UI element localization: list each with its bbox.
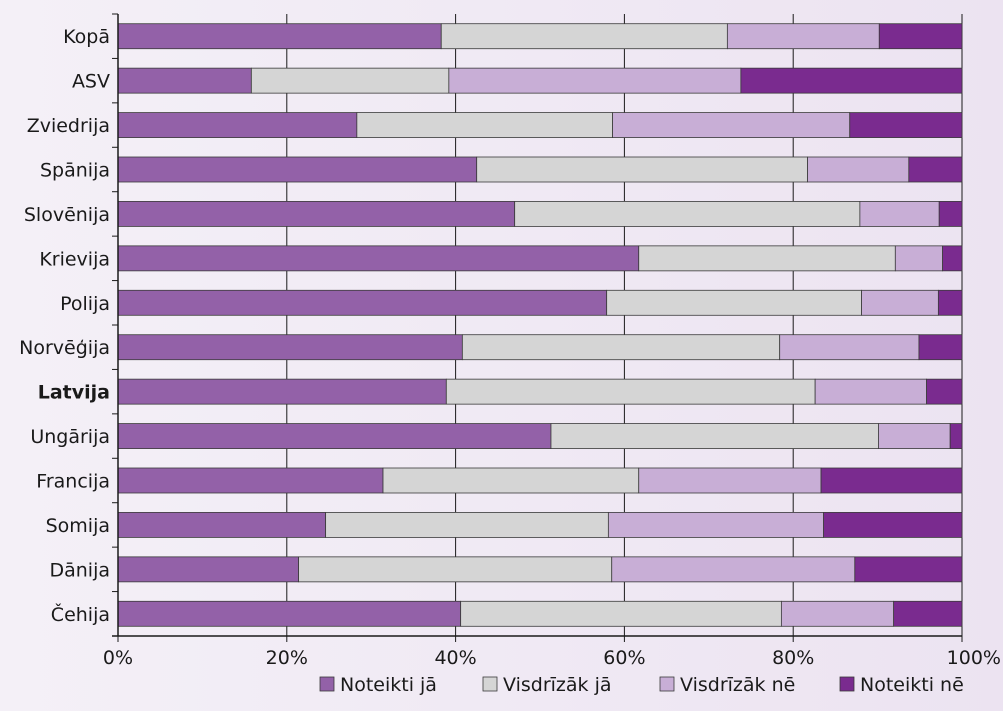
- bar-segment: [460, 600, 782, 627]
- legend-swatch: [482, 676, 498, 692]
- bar-segment: [926, 378, 963, 405]
- x-tick-label: 20%: [266, 647, 308, 669]
- bar-segment: [638, 467, 822, 494]
- legend-swatch: [839, 676, 855, 692]
- category-label: Slovēnija: [24, 204, 110, 226]
- category-label: Spānija: [40, 160, 110, 182]
- bar-segment: [117, 156, 478, 183]
- category-label: Kopā: [63, 26, 110, 48]
- bar-segment: [938, 201, 963, 227]
- bar-segment: [854, 556, 963, 583]
- bar-segment: [382, 467, 640, 494]
- bar-segment: [878, 23, 963, 50]
- bar-segment: [859, 201, 940, 227]
- x-tick-label: 0%: [103, 647, 133, 669]
- bar-segment: [117, 23, 442, 50]
- bar-segment: [612, 112, 851, 138]
- bar-segment: [942, 245, 963, 272]
- bar-segment: [117, 201, 516, 227]
- bar-segment: [606, 289, 862, 316]
- x-tick-labels: 0% 20% 40% 60% 80% 100%: [103, 647, 1001, 669]
- bar-segment: [611, 556, 856, 583]
- bar-segment: [117, 334, 463, 361]
- bar-segment: [878, 423, 951, 449]
- bar-segment: [250, 67, 450, 94]
- legend-swatch: [319, 676, 335, 692]
- category-labels: Kopā ASV Zviedrija Spānija Slovēnija Krievija…: [19, 26, 110, 626]
- bar-segment: [440, 23, 728, 50]
- bar-segment: [117, 600, 462, 627]
- x-tick-label: 100%: [947, 647, 1001, 669]
- bar-segment: [949, 423, 963, 449]
- bar-segment: [849, 112, 963, 138]
- axes: [112, 13, 963, 642]
- legend-swatch: [659, 676, 675, 692]
- bars: [117, 23, 963, 627]
- bar-segment: [117, 289, 608, 316]
- bar-segment: [117, 423, 552, 449]
- category-label: Zviedrija: [27, 115, 110, 137]
- bar-segment: [780, 600, 895, 627]
- bar-segment: [325, 512, 609, 538]
- bar-segment: [117, 245, 640, 272]
- bar-segment: [894, 245, 943, 272]
- bar-segment: [514, 201, 861, 227]
- bar-segment: [356, 112, 613, 138]
- bar-segment: [448, 67, 742, 94]
- category-label: Polija: [60, 293, 110, 315]
- bar-segment: [638, 245, 896, 272]
- x-tick-label: 80%: [772, 647, 814, 669]
- legend-label: Visdrīzāk jā: [503, 674, 612, 696]
- bar-segment: [461, 334, 781, 361]
- legend-label: Visdrīzāk nē: [680, 674, 795, 696]
- category-label: Dānija: [49, 559, 110, 581]
- bar-segment: [937, 289, 963, 316]
- category-label: Francija: [36, 471, 110, 493]
- bar-segment: [861, 289, 939, 316]
- category-label: Somija: [46, 515, 110, 537]
- grid-lines: [117, 14, 963, 636]
- legend-label: Noteikti nē: [860, 674, 964, 696]
- category-label: Latvija: [38, 382, 110, 404]
- category-label: Ungārija: [30, 426, 110, 448]
- bar-segment: [807, 156, 910, 183]
- legend: Noteikti jā Visdrīzāk jā Visdrīzāk nē Notei…: [319, 674, 964, 696]
- bar-segment: [298, 556, 613, 583]
- x-tick-label: 40%: [434, 647, 476, 669]
- category-label: Norvēģija: [19, 337, 110, 359]
- bar-segment: [823, 512, 963, 538]
- category-label: Krievija: [39, 248, 110, 270]
- bar-segment: [740, 67, 963, 94]
- bar-segment: [117, 556, 300, 583]
- bar-segment: [445, 378, 816, 405]
- category-label: Čehija: [51, 602, 110, 626]
- bar-segment: [117, 378, 447, 405]
- bar-segment: [117, 67, 252, 94]
- bar-segment: [726, 23, 880, 50]
- bar-segment: [779, 334, 920, 361]
- bar-segment: [908, 156, 963, 183]
- bar-segment: [607, 512, 824, 538]
- bar-segment: [820, 467, 963, 494]
- bar-segment: [476, 156, 808, 183]
- bar-segment: [550, 423, 879, 449]
- category-label: ASV: [72, 71, 110, 93]
- x-tick-label: 60%: [603, 647, 645, 669]
- bar-segment: [893, 600, 963, 627]
- bar-segment: [117, 112, 358, 138]
- bar-segment: [918, 334, 963, 361]
- legend-label: Noteikti jā: [340, 674, 437, 696]
- bar-segment: [117, 512, 327, 538]
- bar-segment: [117, 467, 384, 494]
- bar-segment: [814, 378, 927, 405]
